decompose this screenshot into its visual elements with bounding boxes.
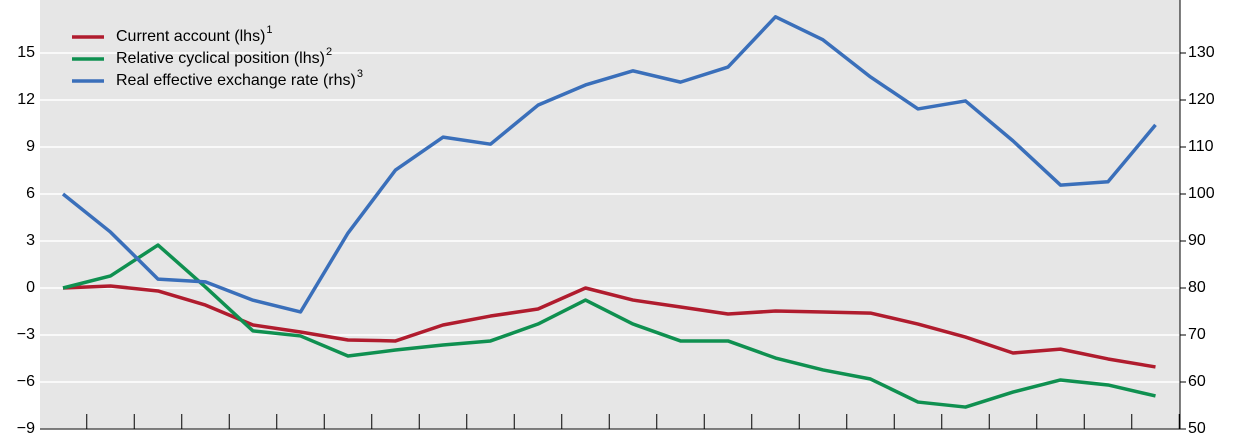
- y2-tick-label: 50: [1188, 420, 1206, 437]
- legend-footnote: 2: [326, 46, 332, 58]
- legend-label: Real effective exchange rate (rhs): [116, 72, 356, 89]
- y-tick-label: −3: [17, 326, 35, 343]
- y2-tick-label: 130: [1188, 44, 1215, 61]
- series-line: [62, 243, 1156, 409]
- y2-tick-label: 100: [1188, 185, 1215, 202]
- y2-tick-label: 90: [1188, 232, 1206, 249]
- legend-label: Current account (lhs): [116, 28, 265, 45]
- y-tick-label: 0: [26, 279, 35, 296]
- series-line: [61, 15, 1157, 314]
- y-tick-label: 15: [17, 44, 35, 61]
- y2-tick-label: 70: [1188, 326, 1206, 343]
- legend-label: Relative cyclical position (lhs): [116, 50, 325, 67]
- y2-tick-label: 60: [1188, 373, 1206, 390]
- y-tick-label: −6: [17, 373, 35, 390]
- y-tick-label: −9: [17, 420, 35, 437]
- y2-tick-label: 80: [1188, 279, 1206, 296]
- y2-tick-label: 120: [1188, 91, 1215, 108]
- y-tick-label: 9: [26, 138, 35, 155]
- y-tick-label: 12: [17, 91, 35, 108]
- y-tick-label: 6: [26, 185, 35, 202]
- legend-footnote: 3: [357, 68, 363, 80]
- plot-area: [40, 0, 1180, 429]
- y-tick-label: 3: [26, 232, 35, 249]
- legend-footnote: 1: [266, 24, 272, 36]
- y2-tick-label: 110: [1188, 138, 1214, 155]
